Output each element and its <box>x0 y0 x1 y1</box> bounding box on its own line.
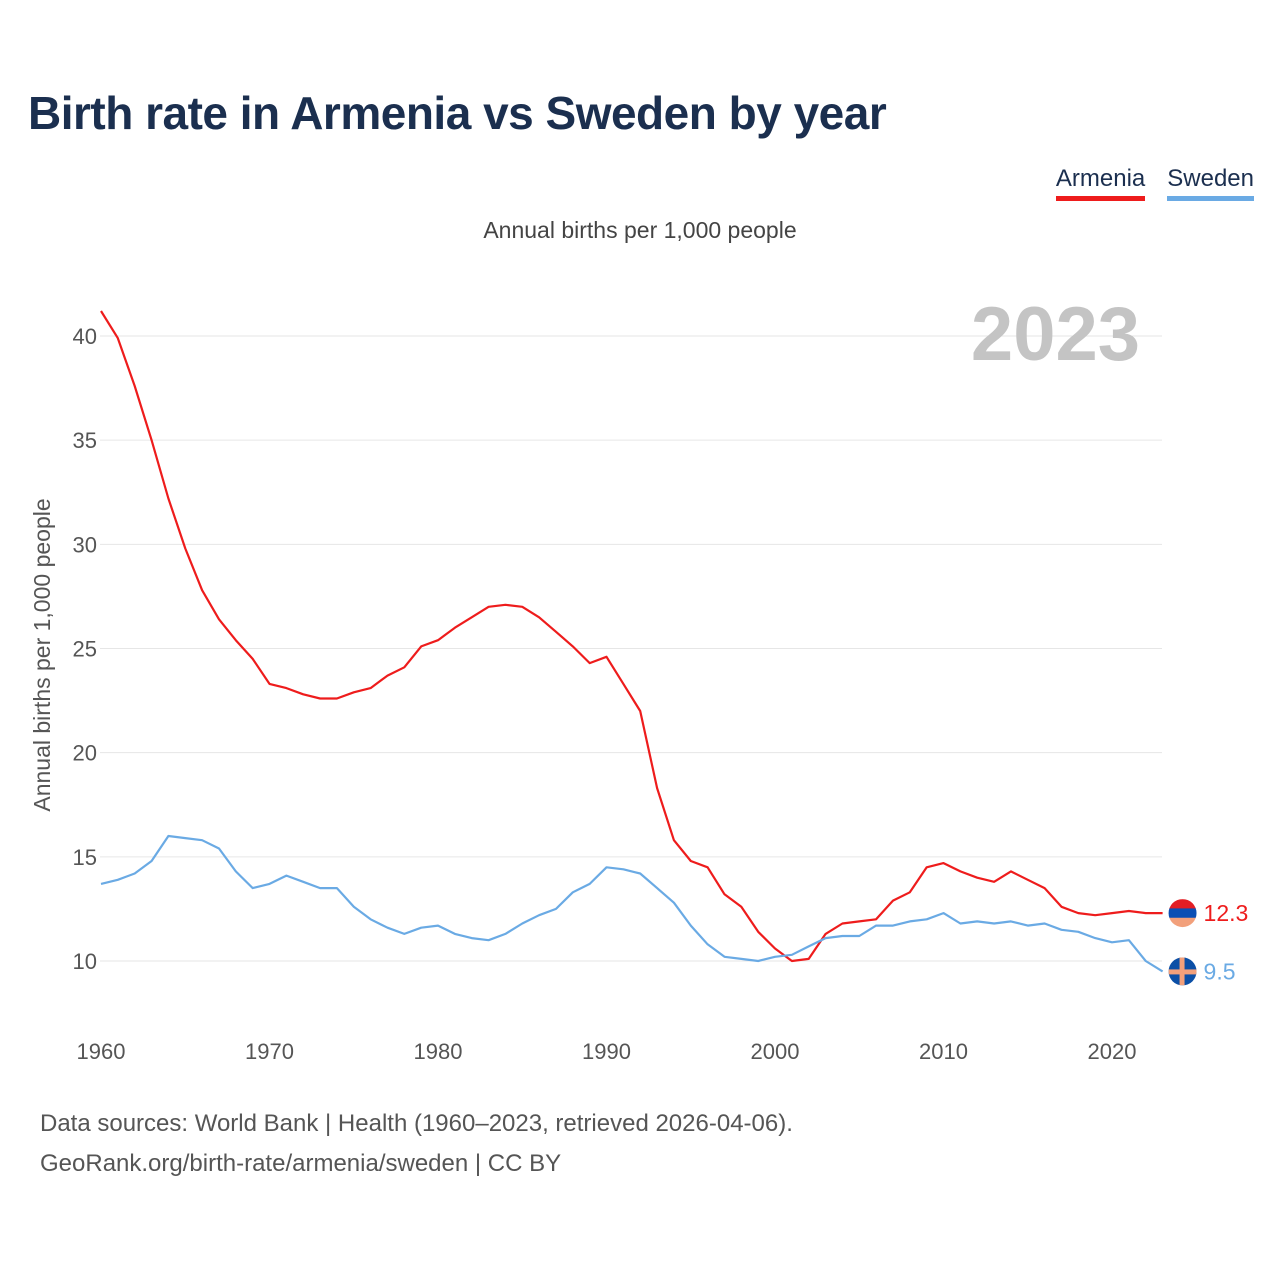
x-tick-label: 1990 <box>582 1039 631 1064</box>
data-sources-note: Data sources: World Bank | Health (1960–… <box>40 1110 793 1137</box>
y-tick-label: 10 <box>73 949 97 974</box>
x-tick-label: 1970 <box>245 1039 294 1064</box>
x-tick-label: 1960 <box>77 1039 126 1064</box>
series-end-markers: 12.3 9.5 <box>1168 899 1249 986</box>
y-axis-label: Annual births per 1,000 people <box>29 498 55 811</box>
y-tick-label: 20 <box>73 741 97 766</box>
x-tick-label: 2020 <box>1088 1039 1137 1064</box>
y-tick-label: 25 <box>73 637 97 662</box>
legend-item-sweden[interactable]: Sweden <box>1167 164 1254 201</box>
y-tick-label: 35 <box>73 428 97 453</box>
legend: Armenia Sweden <box>1055 164 1254 201</box>
armenia-flag-icon <box>1168 899 1197 928</box>
series-line-armenia[interactable] <box>100 310 1163 963</box>
x-tick-label: 2010 <box>919 1039 968 1064</box>
armenia-end-value: 12.3 <box>1204 900 1249 926</box>
x-tick-label: 2000 <box>751 1039 800 1064</box>
x-axis-ticks: 1960 1970 1980 1990 2000 2010 2020 <box>77 1039 1137 1064</box>
chart-title: Birth rate in Armenia vs Sweden by year <box>28 87 887 139</box>
source-link[interactable]: GeoRank.org/birth-rate/armenia/sweden | … <box>40 1150 562 1177</box>
year-watermark: 2023 <box>971 292 1140 377</box>
y-tick-label: 30 <box>73 532 97 557</box>
legend-item-armenia[interactable]: Armenia <box>1055 164 1146 201</box>
y-tick-label: 15 <box>73 845 97 870</box>
series-lines <box>100 310 1164 973</box>
sweden-flag-icon <box>1168 957 1197 986</box>
footer: Data sources: World Bank | Health (1960–… <box>40 1104 793 1184</box>
x-tick-label: 1980 <box>414 1039 463 1064</box>
gridlines <box>100 335 1162 962</box>
y-tick-label: 40 <box>73 324 97 349</box>
chart-subtitle: Annual births per 1,000 people <box>483 217 797 243</box>
y-axis-ticks: 10 15 20 25 30 35 40 <box>73 324 97 974</box>
series-line-sweden[interactable] <box>100 834 1164 973</box>
sweden-end-value: 9.5 <box>1204 958 1236 984</box>
